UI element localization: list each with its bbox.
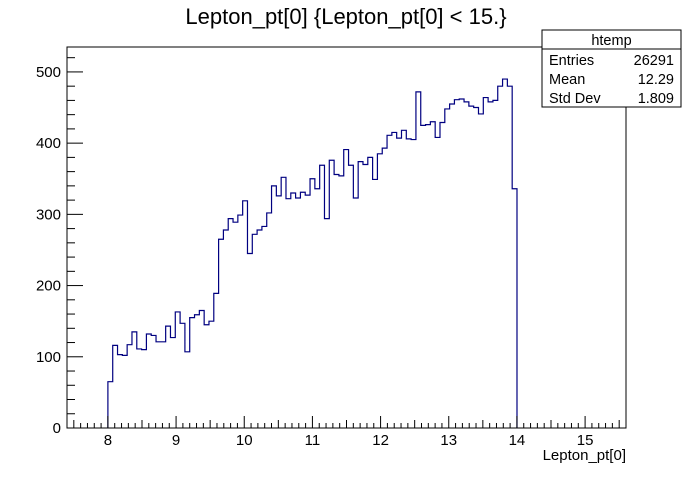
x-axis: 8 9 10 11 12 13 14 15 — [73, 416, 620, 449]
histogram-layer — [107, 78, 518, 428]
stats-entries-label: Entries — [549, 53, 594, 69]
x-tick-label: 10 — [236, 432, 253, 449]
x-axis-label: Lepton_pt[0] — [543, 447, 626, 464]
y-tick-label: 300 — [36, 206, 61, 223]
x-tick-label: 14 — [509, 432, 526, 449]
histogram-outline — [107, 78, 518, 428]
y-tick-label: 0 — [53, 420, 61, 437]
stats-box: htemp Entries 26291 Mean 12.29 Std Dev 1… — [541, 29, 682, 108]
x-tick-label: 9 — [172, 432, 180, 449]
x-tick-label: 11 — [305, 432, 321, 449]
stats-stddev-label: Std Dev — [549, 91, 601, 107]
stats-box-title: htemp — [591, 33, 631, 49]
y-tick-label: 400 — [36, 135, 61, 152]
stats-entries-value: 26291 — [634, 53, 674, 69]
stats-box-frame — [541, 29, 682, 108]
x-tick-label: 12 — [372, 432, 389, 449]
y-tick-label: 500 — [36, 64, 61, 81]
stats-mean-label: Mean — [549, 72, 585, 88]
stats-mean-value: 12.29 — [638, 72, 674, 88]
x-tick-label: 8 — [104, 432, 112, 449]
y-tick-label: 100 — [36, 349, 61, 366]
y-axis: 0 100 200 300 400 500 — [36, 57, 83, 437]
chart-title: Lepton_pt[0] {Lepton_pt[0] < 15.} — [185, 4, 506, 29]
x-tick-label: 13 — [440, 432, 457, 449]
x-tick-label: 15 — [577, 432, 594, 449]
stats-stddev-value: 1.809 — [638, 91, 674, 107]
y-tick-label: 200 — [36, 278, 61, 295]
